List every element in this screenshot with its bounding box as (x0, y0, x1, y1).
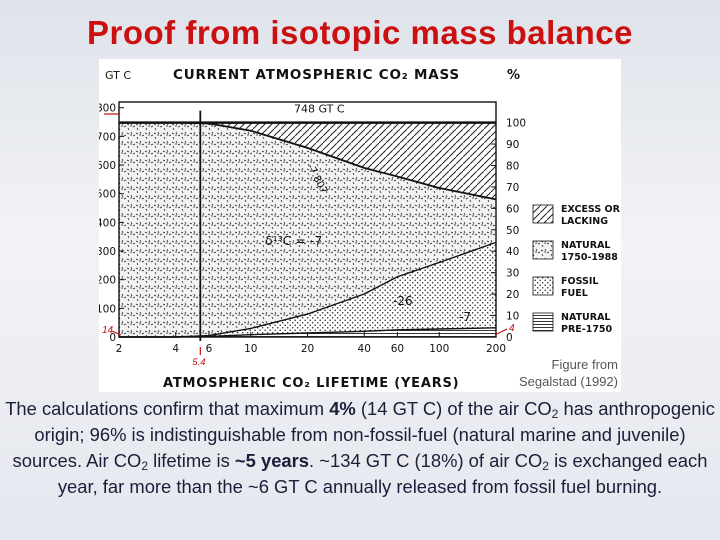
caption-subscript: 2 (141, 459, 149, 473)
x-tick-label: 10 (244, 343, 257, 355)
caption-text: The calculations confirm that maximum 4%… (0, 396, 720, 500)
y-right-tick-label: 20 (506, 289, 519, 301)
curve-label: -26 (393, 294, 413, 308)
caption-bold-lifetime: ~5 years (234, 450, 310, 471)
caption-bold-percent: 4% (329, 398, 356, 419)
figure-credit-line1: Figure from (551, 357, 618, 372)
legend-entry-label: EXCESS OR LACKING (561, 204, 621, 227)
y-right-label: % (507, 68, 520, 83)
caption-subscript: 2 (551, 407, 559, 421)
y-left-tick-label: 800 (99, 103, 116, 115)
y-left-tick-label: 300 (99, 246, 116, 258)
legend-swatch (532, 276, 554, 296)
legend-swatch (532, 312, 554, 332)
marker-label-lifetime: 5.4 (192, 357, 205, 368)
caption-part: (14 GT C) of the air CO (355, 398, 552, 419)
y-left-label: GT C (105, 69, 131, 82)
x-tick-label: 100 (429, 343, 449, 355)
y-left-tick-label: 0 (109, 332, 116, 344)
y-left-tick-label: 500 (99, 189, 116, 201)
legend-swatch (532, 240, 554, 260)
y-right-tick-label: 40 (506, 246, 519, 258)
scanned-figure: GT C CURRENT ATMOSPHERIC CO₂ MASS% 0 100 200… (99, 59, 621, 392)
caption-part: . ~134 GT C (18%) of air CO (309, 450, 543, 471)
y-right-tick-label: 60 (506, 203, 519, 215)
y-right-tick-label: 10 (506, 311, 519, 323)
x-tick-label: 20 (301, 343, 314, 355)
curve-label: -7 (459, 310, 471, 324)
y-left-tick-label: 700 (99, 131, 116, 143)
slide-title: Proof from isotopic mass balance (87, 14, 633, 51)
chart-title: CURRENT ATMOSPHERIC CO₂ MASS (173, 67, 460, 83)
y-left-tick-label: 100 (99, 303, 116, 315)
legend-swatch (532, 204, 554, 224)
chart-svg: GT C CURRENT ATMOSPHERIC CO₂ MASS %0100200… (99, 67, 621, 391)
marker-arrow-right (494, 328, 508, 336)
y-left-tick-label: 600 (99, 160, 116, 172)
y-right-tick-label: 50 (506, 225, 519, 237)
legend-entry-label: FOSSIL FUEL (561, 276, 598, 299)
x-tick-label: 2 (116, 343, 123, 355)
natural-1750-1988-area (119, 122, 496, 337)
y-right-tick-label: 70 (506, 182, 519, 194)
delta-annotation: δ¹³C = -7 (265, 233, 322, 248)
marker-arrow-left (111, 330, 122, 336)
legend-entry-label: NATURAL PRE-1750 (561, 312, 613, 335)
caption-subscript: 2 (542, 459, 549, 473)
caption-part: has anthropogenic origin; 96% is indisti… (12, 398, 715, 471)
y-left-tick-label: 400 (99, 217, 116, 229)
reference-label: 748 GT C (294, 103, 345, 116)
x-tick-label: 6 (206, 343, 213, 355)
y-right-tick-label: 80 (506, 160, 519, 172)
y-right-tick-label: 30 (506, 268, 519, 280)
marker-label-right: 4 (509, 323, 515, 334)
y-right-tick-label: 100 (506, 118, 526, 130)
excess-area (119, 122, 496, 200)
caption-part: lifetime is (148, 450, 235, 471)
fossil-fuel-area (119, 242, 496, 337)
y-right-tick-label: 90 (506, 139, 519, 151)
y-right-tick-label: 0 (506, 332, 513, 344)
legend-entry-label: NATURAL 1750-1988 (561, 240, 618, 263)
caption-part: is exchanged each year, far more than th… (57, 450, 708, 497)
chart-layer: GT C CURRENT ATMOSPHERIC CO₂ MASS %0100200… (99, 67, 621, 391)
y-left-tick-label: 200 (99, 275, 116, 287)
x-tick-label: 60 (391, 343, 404, 355)
marker-label-left: 14 (102, 325, 114, 336)
x-tick-label: 200 (486, 343, 506, 355)
x-axis-title: ATMOSPHERIC CO₂ LIFETIME (YEARS) (163, 376, 459, 391)
figure-credit: Figure from Segalstad (1992) (488, 356, 618, 390)
figure-credit-line2: Segalstad (1992) (518, 374, 618, 389)
caption-part: The calculations confirm that maximum (5, 398, 330, 419)
x-tick-label: 40 (358, 343, 371, 355)
x-tick-label: 4 (172, 343, 179, 355)
